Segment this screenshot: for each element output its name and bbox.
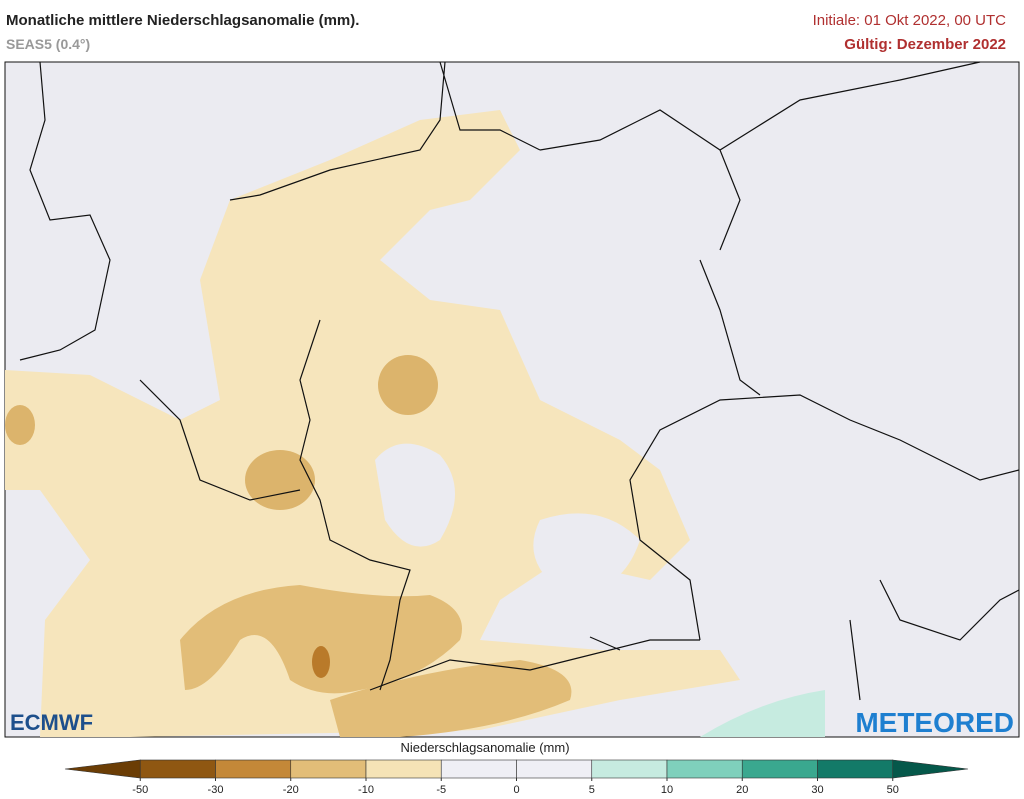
colorbar-arrow bbox=[64, 759, 141, 779]
tick-label: 30 bbox=[811, 784, 823, 796]
map: ECMWF METEORED bbox=[4, 61, 1020, 738]
tick-label: -5 bbox=[436, 784, 446, 796]
tick-label: -10 bbox=[358, 784, 374, 796]
initial-time: Initiale: 01 Okt 2022, 00 UTC bbox=[813, 12, 1007, 29]
colorbar-arrow bbox=[892, 759, 969, 779]
tick-label: -20 bbox=[283, 784, 299, 796]
title: Monatliche mittlere Niederschlagsanomali… bbox=[6, 12, 359, 29]
tick-label: 20 bbox=[736, 784, 748, 796]
tick-label: 5 bbox=[589, 784, 595, 796]
tick-label: -30 bbox=[208, 784, 224, 796]
tick-label: 0 bbox=[513, 784, 519, 796]
tick-label: 10 bbox=[661, 784, 673, 796]
logo-right: METEORED bbox=[855, 707, 1014, 738]
colorbar-segment bbox=[215, 759, 292, 779]
logo-left: ECMWF bbox=[10, 710, 93, 735]
colorbar-segment bbox=[365, 759, 442, 779]
valid-time: Gültig: Dezember 2022 bbox=[844, 36, 1006, 53]
tick-label: -50 bbox=[132, 784, 148, 796]
colorbar-segment bbox=[440, 759, 517, 779]
colorbar-segment bbox=[817, 759, 894, 779]
colorbar-segment bbox=[516, 759, 593, 779]
colorbar-segment bbox=[591, 759, 668, 779]
colorbar-segment bbox=[741, 759, 818, 779]
colorbar-segment bbox=[666, 759, 743, 779]
colorbar-segment bbox=[290, 759, 367, 779]
subtitle: SEAS5 (0.4°) bbox=[6, 36, 90, 52]
legend-label: Niederschlagsanomalie (mm) bbox=[400, 740, 569, 755]
colorbar-segment bbox=[139, 759, 216, 779]
tick-label: 50 bbox=[887, 784, 899, 796]
